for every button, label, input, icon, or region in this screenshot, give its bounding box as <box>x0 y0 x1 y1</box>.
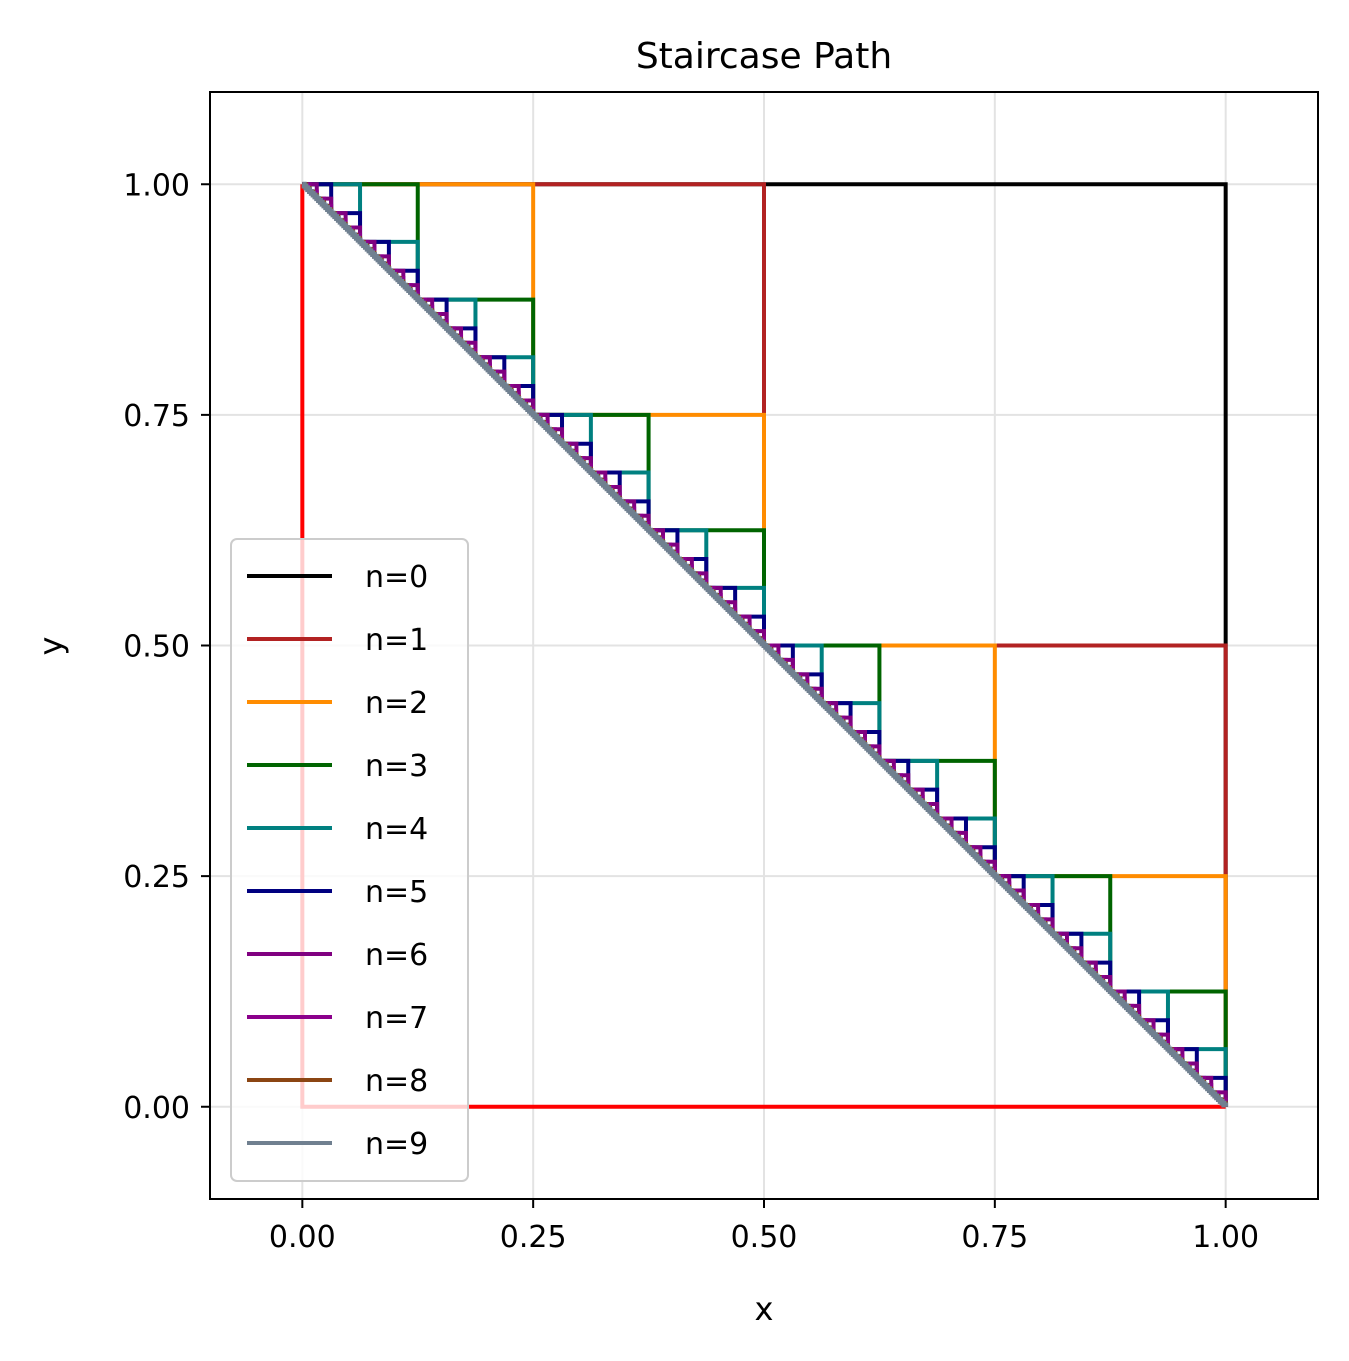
legend-label: n=7 <box>365 1001 428 1036</box>
legend-label: n=1 <box>365 623 428 658</box>
x-tick-label: 0.75 <box>961 1220 1028 1255</box>
plot-area <box>300 181 1229 1109</box>
y-tick-label: 0.75 <box>123 399 190 434</box>
series-line-n=9 <box>301 181 1229 1108</box>
legend-label: n=5 <box>365 875 428 910</box>
legend-label: n=8 <box>365 1064 428 1099</box>
x-tick-label: 0.25 <box>500 1220 567 1255</box>
legend-label: n=9 <box>365 1127 428 1162</box>
chart-title: Staircase Path <box>636 36 892 77</box>
y-axis-label: y <box>32 637 70 656</box>
legend-label: n=2 <box>365 686 428 721</box>
axis-ticks: 0.00 0.25 0.50 0.75 1.00 0.00 0.25 0.50 0.75 1.00 <box>123 168 1259 1255</box>
legend-label: n=3 <box>365 749 428 784</box>
legend-box <box>230 538 469 1182</box>
x-tick-label: 0.00 <box>269 1220 336 1255</box>
x-tick-label: 1.00 <box>1192 1220 1259 1255</box>
y-tick-label: 1.00 <box>123 168 190 203</box>
legend: n=0 n=1 n=2 n=3 n=4 n=5 n=6 n=7 n=8 n=9 <box>230 538 469 1182</box>
x-axis-label: x <box>755 1290 774 1328</box>
y-tick-label: 0.50 <box>123 630 190 665</box>
legend-label: n=6 <box>365 938 428 973</box>
x-tick-label: 0.50 <box>731 1220 798 1255</box>
y-tick-label: 0.25 <box>123 860 190 895</box>
legend-label: n=4 <box>365 812 428 847</box>
legend-label: n=0 <box>365 560 428 595</box>
y-tick-label: 0.00 <box>123 1091 190 1126</box>
